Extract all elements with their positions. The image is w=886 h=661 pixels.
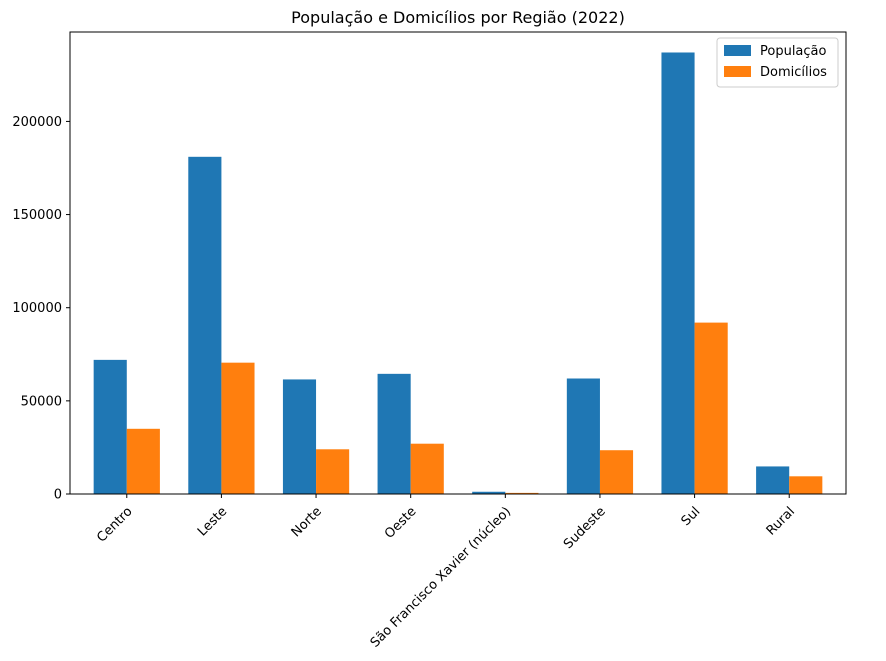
bar — [566, 378, 600, 494]
bar — [282, 379, 317, 494]
bar — [93, 359, 127, 494]
bar — [377, 373, 411, 494]
x-tick-label: Leste — [195, 504, 230, 539]
chart-title: População e Domicílios por Região (2022) — [291, 8, 625, 27]
y-tick-label: 50000 — [21, 394, 62, 409]
x-tick-label: Sul — [679, 504, 704, 529]
plot-frame — [69, 31, 847, 495]
x-tick-label: Rural — [764, 504, 798, 538]
bar — [410, 443, 444, 494]
bar — [316, 449, 350, 494]
plot-area — [70, 32, 846, 494]
y-tick-label: 150000 — [12, 208, 62, 223]
bar — [188, 156, 222, 494]
y-tick-label: 0 — [54, 488, 62, 503]
legend-swatch — [724, 45, 751, 56]
plot-background — [70, 32, 846, 494]
bar — [472, 491, 506, 494]
legend-label: População — [760, 44, 827, 59]
bars — [93, 52, 823, 495]
x-tick-label: Sudeste — [561, 504, 609, 552]
legend: População Domicílios — [716, 37, 839, 88]
bar — [694, 322, 728, 494]
bar — [661, 52, 695, 495]
bar — [505, 492, 539, 494]
bar — [756, 466, 790, 494]
legend-swatch — [724, 66, 751, 77]
x-tick-label: Oeste — [382, 504, 420, 542]
x-tick-label: Norte — [289, 504, 325, 540]
bar — [599, 450, 634, 494]
y-tick-label: 100000 — [12, 301, 62, 316]
bar — [221, 362, 255, 494]
bar — [126, 428, 160, 494]
x-tick-label: Centro — [94, 504, 135, 545]
legend-label: Domicílios — [760, 65, 827, 80]
y-tick-label: 200000 — [12, 115, 62, 130]
y-axis: 0 50000 100000 150000 200000 — [12, 115, 70, 503]
bar — [789, 476, 823, 494]
